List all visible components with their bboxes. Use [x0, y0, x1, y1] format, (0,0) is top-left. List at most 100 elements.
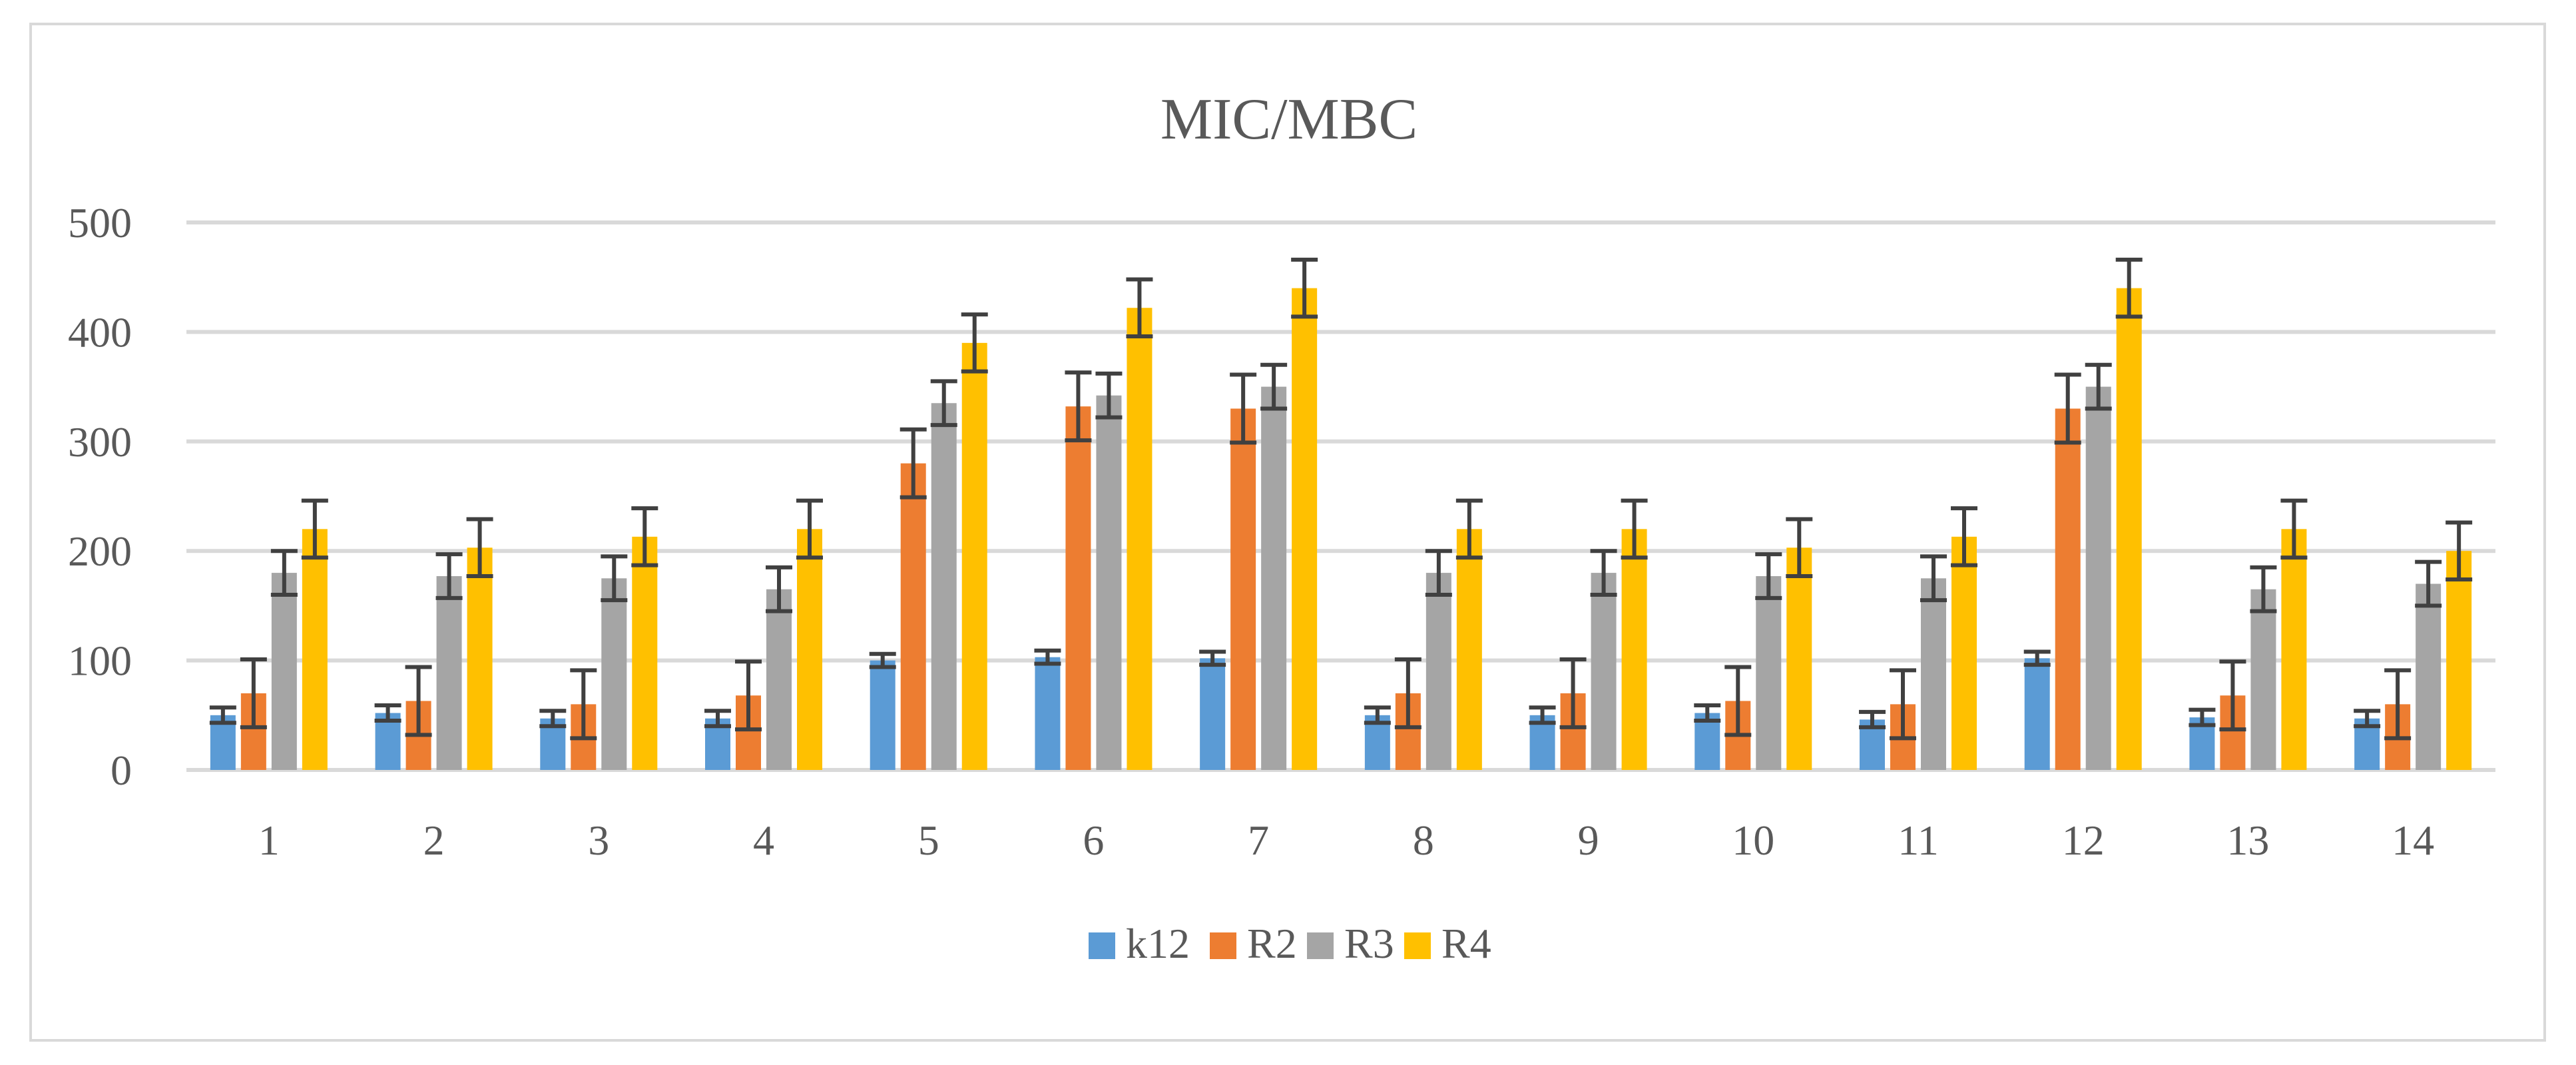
bar-R3-11: [1921, 578, 1946, 770]
error-bar-k12-7: [1199, 649, 1226, 667]
bar-R4-3: [632, 536, 658, 770]
bar-R3-5: [931, 403, 957, 770]
y-tick-label: 200: [68, 528, 132, 575]
error-bar-R4-9: [1621, 498, 1648, 560]
bar-k12-12: [2024, 658, 2050, 770]
error-bar-R4-4: [796, 498, 823, 560]
error-bar-R2-3: [570, 668, 597, 741]
error-bar-R3-11: [1920, 554, 1947, 603]
bar-R3-2: [436, 576, 462, 770]
error-bar-k12-6: [1034, 648, 1061, 666]
error-bar-R3-9: [1590, 549, 1617, 597]
error-bar-R4-1: [301, 498, 328, 560]
y-tick-label: 500: [68, 199, 132, 246]
bar-R3-10: [1756, 576, 1782, 770]
error-bar-R4-5: [961, 312, 988, 374]
error-bar-R2-8: [1394, 657, 1421, 729]
bar-R4-7: [1292, 288, 1318, 770]
x-tick-label: 5: [918, 817, 939, 864]
error-bar-R3-12: [2085, 362, 2112, 411]
error-bar-R2-14: [2384, 668, 2412, 741]
x-tick-label: 3: [588, 817, 609, 864]
bar-R3-13: [2250, 589, 2276, 770]
error-bar-R3-1: [270, 549, 298, 597]
error-bar-k12-2: [374, 703, 401, 723]
x-tick-label: 4: [753, 817, 774, 864]
legend-item-R4: R4: [1404, 920, 1491, 967]
bar-k12-5: [870, 660, 896, 770]
chart-title: MIC/MBC: [1160, 87, 1417, 152]
x-tick-label: 1: [258, 817, 280, 864]
bar-R4-9: [1621, 529, 1647, 770]
legend-label-R3: R3: [1344, 920, 1394, 967]
error-bar-R4-11: [1951, 506, 1977, 567]
legend-label-R4: R4: [1441, 920, 1491, 967]
x-tick-label: 11: [1898, 817, 1939, 864]
y-tick-label: 400: [68, 308, 132, 356]
error-bar-k12-12: [2023, 649, 2051, 667]
legend-item-R2: R2: [1210, 920, 1297, 967]
bar-R3-6: [1096, 395, 1122, 770]
bar-R2-12: [2055, 408, 2081, 770]
bar-R3-4: [766, 589, 792, 770]
error-bar-R2-5: [900, 427, 927, 500]
x-tick-label: 7: [1248, 817, 1269, 864]
bar-R3-3: [601, 578, 627, 770]
error-bar-R4-8: [1455, 498, 1483, 560]
bar-R4-6: [1127, 308, 1153, 770]
error-bar-k12-13: [2189, 707, 2216, 727]
x-tick-label: 8: [1413, 817, 1434, 864]
legend-item-R3: R3: [1307, 920, 1394, 967]
error-bar-R3-13: [2250, 565, 2277, 613]
error-bar-k12-8: [1364, 705, 1391, 725]
error-bar-k12-14: [2354, 709, 2381, 729]
x-tick-label: 13: [2226, 817, 2269, 864]
error-bar-k12-3: [539, 709, 567, 729]
error-bar-R2-2: [405, 665, 432, 737]
error-bar-R4-3: [631, 506, 658, 567]
x-tick-label: 2: [423, 817, 445, 864]
bar-R2-7: [1230, 408, 1256, 770]
x-tick-label: 9: [1578, 817, 1599, 864]
error-bar-R3-8: [1425, 549, 1452, 597]
error-bar-R2-12: [2054, 372, 2081, 445]
bar-R4-2: [467, 547, 493, 770]
chart-frame: MIC/MBC 0 100 200 300 400 500 1 2 3 4 5 6 7 8 9 10 11 12…: [29, 23, 2546, 1042]
error-bar-R2-1: [240, 657, 267, 729]
error-bar-R4-2: [466, 517, 493, 579]
error-bar-R4-13: [2280, 498, 2308, 560]
error-bar-R3-10: [1755, 552, 1782, 600]
bar-R3-12: [2085, 386, 2111, 770]
error-bar-R4-12: [2115, 257, 2143, 319]
x-tick-label: 12: [2062, 817, 2105, 864]
bar-R4-12: [2116, 288, 2142, 770]
legend-swatch-R3: [1307, 932, 1334, 959]
bar-R4-14: [2446, 551, 2472, 770]
legend-label-k12: k12: [1126, 920, 1190, 967]
bar-R3-1: [271, 573, 297, 770]
y-tick-label: 100: [68, 637, 132, 685]
error-bar-R3-14: [2415, 559, 2442, 608]
error-bar-R2-7: [1230, 372, 1257, 445]
error-bar-R2-9: [1559, 657, 1587, 729]
legend-swatch-R2: [1210, 932, 1236, 959]
error-bar-R3-7: [1260, 362, 1288, 411]
error-bar-R2-6: [1065, 370, 1092, 443]
error-bar-R4-7: [1291, 257, 1318, 319]
bar-R4-13: [2281, 529, 2307, 770]
bar-R4-4: [797, 529, 822, 770]
error-bar-R2-13: [2219, 659, 2246, 732]
bar-R4-10: [1786, 547, 1812, 770]
legend-swatch-R4: [1404, 932, 1431, 959]
legend-label-R2: R2: [1247, 920, 1297, 967]
error-bar-R4-14: [2446, 520, 2473, 581]
error-bar-k12-10: [1694, 703, 1721, 723]
x-tick-label: 14: [2392, 817, 2434, 864]
bar-R3-9: [1591, 573, 1617, 770]
bar-R3-7: [1261, 386, 1287, 770]
error-bar-R2-4: [735, 659, 762, 732]
error-bar-R3-4: [766, 565, 792, 613]
legend-item-k12: k12: [1089, 920, 1190, 967]
error-bar-k12-1: [209, 705, 236, 725]
